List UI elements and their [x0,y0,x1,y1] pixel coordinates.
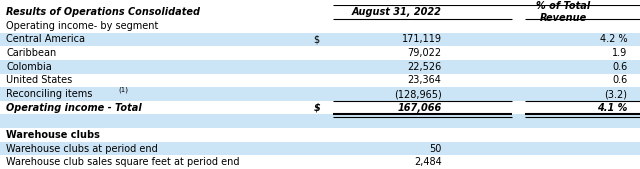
FancyBboxPatch shape [0,19,640,33]
Text: Results of Operations Consolidated: Results of Operations Consolidated [6,7,200,17]
Text: 0.6: 0.6 [612,62,627,72]
FancyBboxPatch shape [0,5,640,19]
Text: 0.6: 0.6 [612,75,627,85]
FancyBboxPatch shape [0,101,640,114]
Text: Colombia: Colombia [6,62,52,72]
Text: 4.1 %: 4.1 % [597,103,627,113]
Text: Central America: Central America [6,34,85,44]
Text: (1): (1) [118,87,129,93]
Text: 23,364: 23,364 [408,75,442,85]
Text: United States: United States [6,75,73,85]
Text: Caribbean: Caribbean [6,48,57,58]
Text: Operating income- by segment: Operating income- by segment [6,21,159,31]
FancyBboxPatch shape [0,142,640,155]
Text: % of Total
Revenue: % of Total Revenue [536,1,590,23]
Text: 167,066: 167,066 [397,103,442,113]
Text: Warehouse clubs: Warehouse clubs [6,130,100,140]
Text: (3.2): (3.2) [604,89,627,99]
Text: 1.9: 1.9 [612,48,627,58]
Text: Warehouse clubs at period end: Warehouse clubs at period end [6,143,158,154]
FancyBboxPatch shape [0,60,640,74]
Text: August 31, 2022: August 31, 2022 [352,7,442,17]
Text: 171,119: 171,119 [402,34,442,44]
FancyBboxPatch shape [0,74,640,87]
FancyBboxPatch shape [0,155,640,169]
Text: $: $ [314,103,321,113]
Text: (128,965): (128,965) [394,89,442,99]
Text: Operating income - Total: Operating income - Total [6,103,142,113]
Text: 4.2 %: 4.2 % [600,34,627,44]
Text: Warehouse club sales square feet at period end: Warehouse club sales square feet at peri… [6,157,240,167]
FancyBboxPatch shape [0,114,640,128]
FancyBboxPatch shape [0,33,640,46]
Text: 22,526: 22,526 [407,62,442,72]
FancyBboxPatch shape [0,46,640,60]
Text: 2,484: 2,484 [414,157,442,167]
Text: $: $ [314,34,320,44]
Text: 79,022: 79,022 [408,48,442,58]
Text: 50: 50 [429,143,442,154]
FancyBboxPatch shape [0,128,640,142]
FancyBboxPatch shape [0,87,640,101]
Text: Reconciling items: Reconciling items [6,89,93,99]
